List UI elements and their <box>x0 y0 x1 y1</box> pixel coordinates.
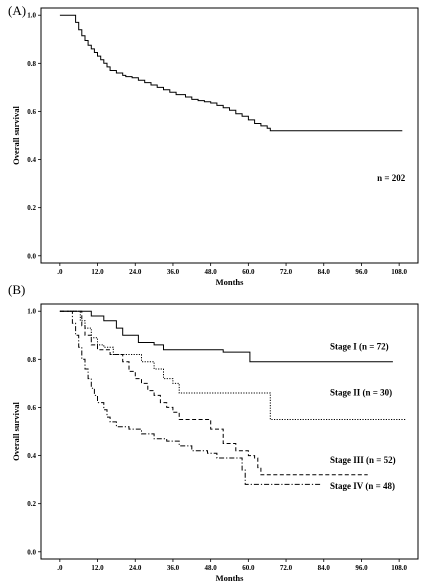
survival-curve <box>59 14 403 132</box>
y-tick-label: 0.0 <box>27 548 36 556</box>
x-tick-label: 72.0 <box>280 564 293 572</box>
x-tick-label: 24.0 <box>129 268 142 276</box>
survival-curve-ii <box>59 310 406 420</box>
y-tick-label: 0.8 <box>27 60 36 68</box>
series-label: Stage III (n = 52) <box>330 455 396 465</box>
x-tick-label: .0 <box>57 564 63 572</box>
x-tick-label: 48.0 <box>205 268 218 276</box>
y-tick-label: 0.2 <box>27 204 36 212</box>
panel-b-label: (B) <box>8 282 26 297</box>
y-tick-label: 0.4 <box>27 156 36 164</box>
x-tick-label: 60.0 <box>242 268 255 276</box>
y-axis-title: Overall survival <box>11 401 21 460</box>
survival-curve-iv <box>59 310 321 485</box>
x-axis-title: Months <box>216 573 245 583</box>
x-tick-label: 36.0 <box>167 564 180 572</box>
plot-frame <box>40 303 419 560</box>
y-tick-label: 0.4 <box>27 452 36 460</box>
x-tick-label: 24.0 <box>129 564 142 572</box>
x-tick-label: 36.0 <box>167 268 180 276</box>
x-tick-label: 12.0 <box>91 268 104 276</box>
x-tick-label: 48.0 <box>205 564 218 572</box>
x-axis-title: Months <box>216 277 245 285</box>
panel-a-label: (A) <box>8 3 27 18</box>
annotation: n = 202 <box>377 173 406 183</box>
x-tick-label: 108.0 <box>391 268 407 276</box>
x-tick-label: 12.0 <box>91 564 104 572</box>
x-tick-label: .0 <box>57 268 63 276</box>
series-label: Stage I (n = 72) <box>330 342 389 352</box>
y-tick-label: 0.6 <box>27 404 36 412</box>
x-tick-label: 96.0 <box>355 268 368 276</box>
series-label: Stage II (n = 30) <box>330 387 392 397</box>
y-tick-label: 0.8 <box>27 356 36 364</box>
y-axis-title: Overall survival <box>11 105 21 164</box>
plot-frame <box>40 7 419 264</box>
y-tick-label: 0.0 <box>27 252 36 260</box>
x-tick-label: 96.0 <box>355 564 368 572</box>
survival-curve-iii <box>59 310 368 476</box>
x-tick-label: 108.0 <box>391 564 407 572</box>
survival-curve-i <box>59 310 393 363</box>
x-tick-label: 84.0 <box>318 268 331 276</box>
survival-chart-b: .0 12.0 24.0 36.0 48.0 60.0 72.0 84.0 96.0 108.0 0… <box>11 303 419 583</box>
x-tick-label: 84.0 <box>318 564 331 572</box>
y-tick-label: 1.0 <box>27 12 36 20</box>
series-label: Stage IV (n = 48) <box>330 481 395 491</box>
x-tick-label: 72.0 <box>280 268 293 276</box>
survival-chart-a: .0 12.0 24.0 36.0 48.0 60.0 72.0 84.0 96.0 108.0 0… <box>11 7 419 285</box>
y-tick-label: 0.6 <box>27 108 36 116</box>
y-tick-label: 0.2 <box>27 500 36 508</box>
x-tick-label: 60.0 <box>242 564 255 572</box>
y-tick-label: 1.0 <box>27 308 36 316</box>
